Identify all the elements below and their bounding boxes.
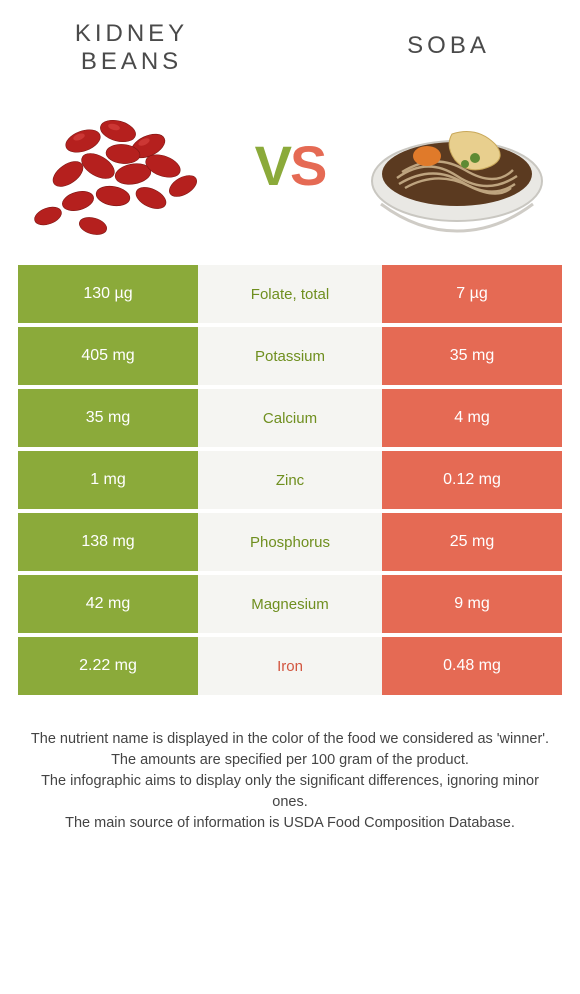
nutrient-row: 42 mgMagnesium9 mg <box>18 575 562 633</box>
vs-s: S <box>290 134 325 197</box>
left-value: 42 mg <box>18 575 198 633</box>
nutrient-row: 138 mgPhosphorus25 mg <box>18 513 562 571</box>
infographic-container: KIDNEYBEANS Soba <box>0 0 580 844</box>
nutrient-name: Potassium <box>198 327 382 385</box>
nutrient-name: Folate, total <box>198 265 382 323</box>
image-row: VS <box>18 81 562 251</box>
nutrient-row: 1 mgZinc0.12 mg <box>18 451 562 509</box>
nutrient-name: Iron <box>198 637 382 695</box>
nutrient-row: 130 µgFolate, total7 µg <box>18 265 562 323</box>
soba-bowl-icon <box>357 86 557 246</box>
right-value: 0.48 mg <box>382 637 562 695</box>
right-value: 7 µg <box>382 265 562 323</box>
title-row: KIDNEYBEANS Soba <box>18 20 562 75</box>
kidney-beans-icon <box>23 86 223 246</box>
vs-v: V <box>255 134 290 197</box>
nutrient-name: Calcium <box>198 389 382 447</box>
right-value: 35 mg <box>382 327 562 385</box>
left-value: 2.22 mg <box>18 637 198 695</box>
nutrient-name: Phosphorus <box>198 513 382 571</box>
nutrient-row: 2.22 mgIron0.48 mg <box>18 637 562 695</box>
footer-notes: The nutrient name is displayed in the co… <box>18 729 562 834</box>
right-value: 25 mg <box>382 513 562 571</box>
footer-line: The amounts are specified per 100 gram o… <box>28 750 552 771</box>
left-food-image <box>18 81 228 251</box>
left-value: 1 mg <box>18 451 198 509</box>
nutrient-name: Magnesium <box>198 575 382 633</box>
right-value: 4 mg <box>382 389 562 447</box>
right-value: 0.12 mg <box>382 451 562 509</box>
nutrient-name: Zinc <box>198 451 382 509</box>
footer-line: The main source of information is USDA F… <box>28 813 552 834</box>
left-value: 138 mg <box>18 513 198 571</box>
right-value: 9 mg <box>382 575 562 633</box>
footer-line: The nutrient name is displayed in the co… <box>28 729 552 750</box>
vs-badge: VS <box>255 138 326 194</box>
nutrient-row: 35 mgCalcium4 mg <box>18 389 562 447</box>
nutrient-table: 130 µgFolate, total7 µg405 mgPotassium35… <box>18 265 562 695</box>
nutrient-row: 405 mgPotassium35 mg <box>18 327 562 385</box>
right-food-title: Soba <box>335 20 562 60</box>
left-food-title: KIDNEYBEANS <box>18 20 245 75</box>
left-value: 35 mg <box>18 389 198 447</box>
footer-line: The infographic aims to display only the… <box>28 771 552 813</box>
left-value: 130 µg <box>18 265 198 323</box>
left-value: 405 mg <box>18 327 198 385</box>
right-food-image <box>352 81 562 251</box>
